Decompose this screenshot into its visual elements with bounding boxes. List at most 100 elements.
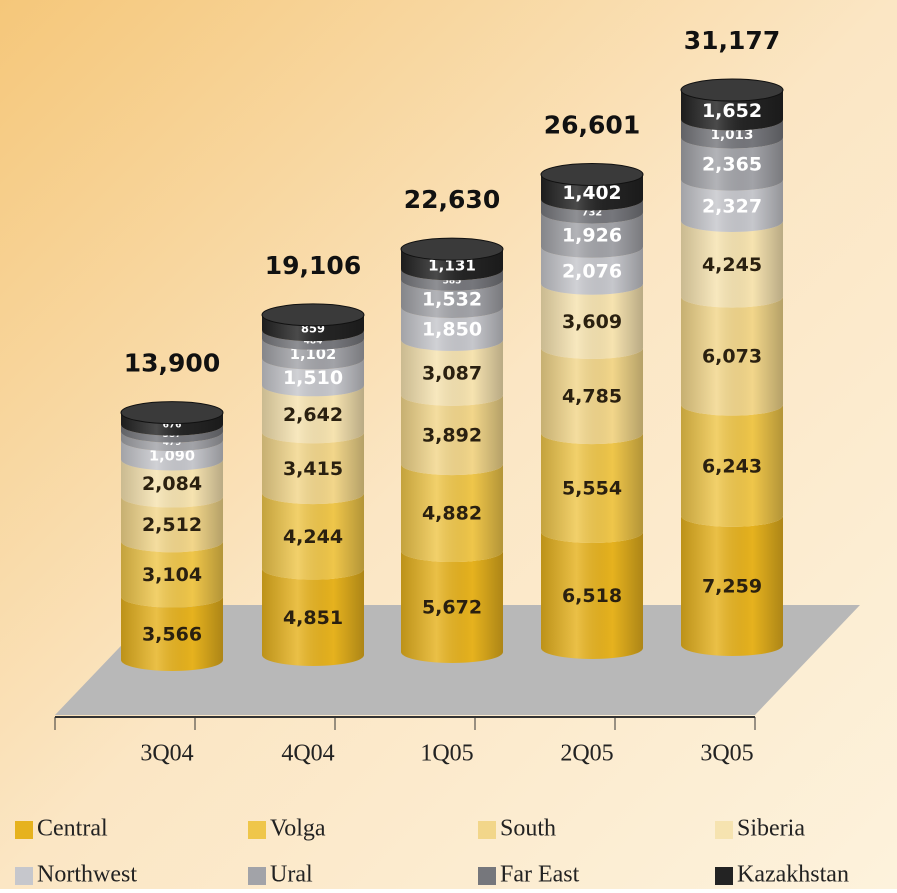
- data-label: 4,785: [562, 386, 622, 408]
- legend-label: Central: [37, 816, 108, 842]
- legend-label: Ural: [270, 862, 313, 888]
- data-label: 4,244: [283, 526, 343, 548]
- data-label: 585: [443, 277, 462, 287]
- data-label: 1,850: [422, 319, 482, 341]
- segment-shade: [262, 338, 364, 370]
- legend-swatch: [478, 821, 496, 839]
- segment-shade: [121, 431, 223, 452]
- data-label: 1,102: [290, 346, 337, 363]
- data-label: 1,090: [149, 447, 195, 464]
- data-label: 2,084: [142, 473, 202, 495]
- data-label: 1,510: [283, 367, 343, 389]
- segment-shade: [401, 279, 503, 318]
- segment-shade: [401, 249, 503, 281]
- segment-shade: [541, 174, 643, 211]
- data-label: 4,882: [422, 503, 482, 525]
- data-label: 1,926: [562, 225, 622, 247]
- legend-label: Far East: [500, 862, 580, 888]
- data-label: 1,402: [562, 183, 621, 204]
- legend-swatch: [15, 867, 33, 885]
- legend-label: South: [500, 816, 556, 842]
- segment-shade: [121, 596, 223, 671]
- segment-shade: [401, 394, 503, 476]
- data-label: 3,609: [562, 311, 622, 333]
- segment-shade: [541, 246, 643, 295]
- data-label: 479: [163, 438, 182, 448]
- segment-shade: [401, 339, 503, 406]
- segment-shade: [681, 296, 783, 416]
- x-ticks: [54, 717, 756, 730]
- legend-label: Siberia: [737, 816, 805, 842]
- x-tick-label: 4Q04: [281, 741, 334, 767]
- data-label: 5,554: [562, 478, 622, 500]
- segment-shade: [681, 404, 783, 527]
- segment-shade: [541, 212, 643, 258]
- segment-shade: [541, 347, 643, 445]
- total-label: 22,630: [404, 185, 500, 214]
- legend-swatch: [715, 821, 733, 839]
- data-label: 4,245: [702, 254, 762, 276]
- segment-shade: [262, 330, 364, 350]
- segment-shade: [401, 464, 503, 563]
- segment-shade: [541, 283, 643, 359]
- total-label: 19,106: [265, 251, 361, 280]
- data-label: 6,518: [562, 585, 622, 607]
- segment-shade: [262, 493, 364, 580]
- cylinder-top: [400, 237, 504, 261]
- x-tick-label: 1Q05: [420, 741, 473, 767]
- data-label: 3,566: [142, 623, 202, 645]
- legend-swatch: [715, 867, 733, 885]
- data-label: 2,076: [562, 260, 622, 282]
- data-label: 2,365: [702, 154, 762, 176]
- data-label: 1,532: [422, 288, 482, 310]
- data-label: 2,512: [142, 514, 202, 536]
- segment-shade: [541, 531, 643, 659]
- total-label: 13,900: [124, 349, 220, 378]
- data-label: 1,131: [428, 256, 476, 274]
- segment-shade: [541, 433, 643, 543]
- segment-shade: [121, 440, 223, 471]
- segment-shade: [121, 424, 223, 443]
- segment-shade: [681, 515, 783, 656]
- segment-shade: [401, 269, 503, 291]
- segment-shade: [681, 221, 783, 308]
- data-label: 3,087: [422, 362, 482, 384]
- data-label: 5,672: [422, 597, 482, 619]
- segment-shade: [262, 432, 364, 505]
- legend-label: Volga: [270, 816, 326, 842]
- legend-swatch: [478, 867, 496, 885]
- segment-shade: [401, 551, 503, 663]
- data-label: 732: [582, 208, 602, 219]
- data-label: 2,642: [283, 404, 343, 426]
- data-label: 6,073: [702, 346, 762, 368]
- legend-swatch: [248, 821, 266, 839]
- segment-shade: [681, 137, 783, 191]
- total-label: 31,177: [684, 26, 780, 55]
- cylinder-top: [261, 303, 365, 327]
- segment-shade: [681, 179, 783, 233]
- segment-shade: [262, 314, 364, 342]
- segment-shade: [262, 358, 364, 397]
- segment-shade: [121, 541, 223, 608]
- x-tick-label: 2Q05: [560, 741, 613, 767]
- data-label: 3,104: [142, 564, 202, 586]
- segment-shade: [262, 385, 364, 444]
- cylinder-top: [680, 78, 784, 102]
- segment-shade: [121, 496, 223, 553]
- data-label: 3,892: [422, 425, 482, 447]
- data-label: 4,851: [283, 607, 343, 629]
- data-label: 1,013: [711, 127, 754, 143]
- data-label: 3,415: [283, 458, 343, 480]
- data-label: 6,243: [702, 455, 762, 477]
- data-label: 484: [304, 337, 323, 347]
- legend-swatch: [248, 867, 266, 885]
- data-label: 7,259: [702, 575, 762, 597]
- segment-shade: [121, 459, 223, 508]
- segment-shade: [401, 306, 503, 351]
- segment-shade: [681, 90, 783, 131]
- segment-shade: [681, 119, 783, 149]
- segment-shade: [262, 568, 364, 666]
- segment-shade: [541, 199, 643, 224]
- total-label: 26,601: [544, 110, 640, 139]
